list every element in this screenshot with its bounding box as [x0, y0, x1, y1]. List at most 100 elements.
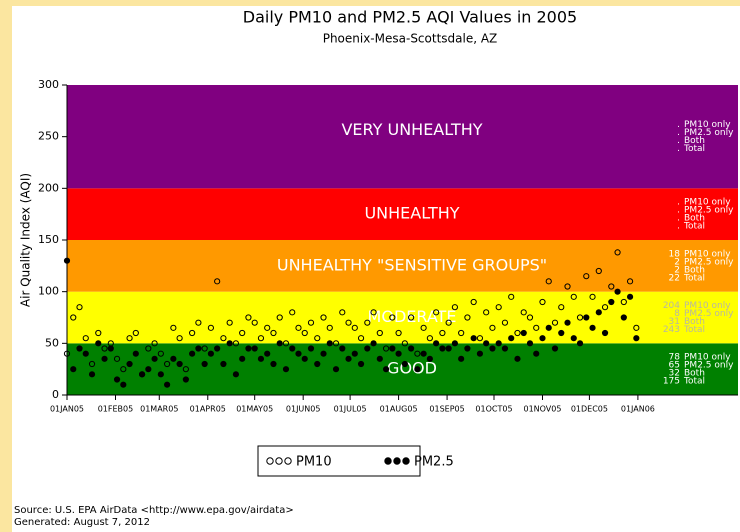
pm25-point [245, 345, 252, 352]
pm25-point [239, 355, 246, 362]
pm25-point [382, 366, 390, 373]
pm25-point [88, 371, 96, 378]
band-count: 2 [674, 265, 680, 275]
pm25-point [470, 335, 477, 342]
pm10-point [182, 366, 189, 373]
pm10-point [357, 335, 365, 342]
pm10-point [583, 273, 590, 280]
x-tick-label: 01OCT05 [475, 405, 512, 414]
band-stat-label: Total [683, 222, 705, 232]
band-stat-label: PM10 only [684, 198, 731, 208]
pm10-point [145, 345, 152, 352]
pm25-point [70, 366, 77, 373]
pm25-point [270, 360, 277, 368]
pm10-point [376, 329, 383, 337]
pm25-point [151, 355, 158, 362]
x-tick-label: 01DEC05 [571, 405, 608, 414]
pm10-point [495, 304, 502, 311]
pm10-point [220, 335, 227, 342]
band-stat-label: Both [684, 214, 705, 224]
pm10-point [232, 340, 240, 347]
pm10-point [614, 249, 621, 256]
pm10-point [264, 324, 271, 331]
pm25-point [626, 293, 634, 300]
pm10-point [201, 345, 208, 352]
pm10-point [370, 309, 377, 316]
pm10-point [470, 298, 477, 306]
band-stat-label: PM10 only [684, 120, 731, 130]
pm10-point [433, 309, 440, 316]
pm25-point [126, 360, 133, 368]
band-count: 18 [669, 249, 681, 259]
pm25-point [501, 345, 509, 352]
pm25-point [320, 350, 327, 357]
pm10-point [88, 360, 96, 368]
pm25-point [614, 288, 621, 295]
pm10-point [539, 298, 546, 306]
pm25-point [182, 376, 189, 383]
pm25-point [339, 345, 346, 352]
pm25-point [458, 355, 465, 362]
band-stat-label: PM10 only [684, 353, 731, 363]
pm10-point [132, 329, 139, 337]
legend-marker [393, 457, 401, 465]
source-note: Source: U.S. EPA AirData <http://www.epa… [14, 505, 294, 516]
pm10-point [95, 329, 102, 337]
band-stat-label: PM2.5 only [684, 128, 734, 138]
band-count: 204 [663, 301, 680, 311]
pm10-point [351, 324, 358, 331]
legend-marker [284, 457, 292, 465]
pm25-point [420, 350, 427, 357]
pm25-point [220, 360, 227, 368]
y-tick-label: 200 [38, 181, 59, 194]
pm10-point [320, 314, 327, 321]
band-stat-label: Total [683, 325, 705, 335]
pm10-point [82, 335, 89, 342]
pm10-point [558, 304, 565, 311]
x-tick-label: 01APR05 [190, 405, 226, 414]
pm10-point [364, 319, 371, 326]
pm25-point [445, 345, 452, 352]
pm10-point [551, 319, 559, 326]
pm25-point [408, 345, 415, 352]
pm10-point [251, 319, 258, 326]
band-count: 22 [669, 273, 680, 283]
chart-title: Daily PM10 and PM2.5 AQI Values in 2005 [243, 8, 577, 27]
y-tick-label: 0 [52, 388, 59, 401]
pm10-point [76, 304, 83, 311]
pm25-point [164, 381, 171, 388]
pm25-point [601, 329, 609, 337]
y-tick-label: 300 [38, 78, 59, 91]
pm25-point [608, 298, 615, 306]
band-stat-label: PM2.5 only [684, 309, 734, 319]
pm10-point [520, 309, 527, 316]
pm25-point [201, 360, 208, 368]
pm25-point [570, 335, 577, 342]
y-tick-label: 250 [38, 130, 59, 143]
pm25-point [332, 366, 340, 373]
pm25-point [132, 350, 139, 357]
band-stat-label: Both [684, 265, 705, 275]
band-stat-label: Both [684, 369, 705, 379]
y-axis-label: Air Quality Index (AQI) [19, 173, 33, 307]
pm25-point [620, 314, 627, 321]
pm25-point [276, 340, 283, 347]
pm25-point [520, 329, 527, 337]
pm10-point [214, 278, 221, 285]
pm25-point [82, 350, 89, 357]
band-count: . [677, 128, 680, 138]
pm10-point [476, 335, 484, 342]
pm25-point [138, 371, 146, 378]
pm25-point [295, 350, 302, 357]
pm25-point [282, 366, 290, 373]
pm10-point [489, 324, 496, 331]
band-stat-label: Both [684, 317, 705, 327]
legend-marker [402, 457, 410, 465]
pm10-point [207, 324, 214, 331]
pm25-point [345, 355, 352, 362]
pm25-point [214, 345, 221, 352]
band-label: UNHEALTHY [364, 204, 459, 223]
pm25-point [539, 335, 546, 342]
pm25-point [314, 360, 321, 368]
pm10-point [426, 335, 433, 342]
